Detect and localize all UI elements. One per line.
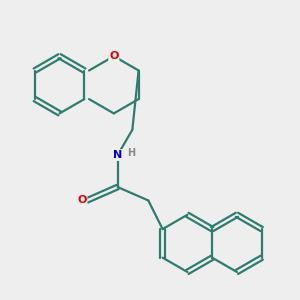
- Text: O: O: [77, 196, 86, 206]
- Text: H: H: [127, 148, 135, 158]
- Text: N: N: [113, 150, 122, 160]
- Text: O: O: [109, 51, 119, 61]
